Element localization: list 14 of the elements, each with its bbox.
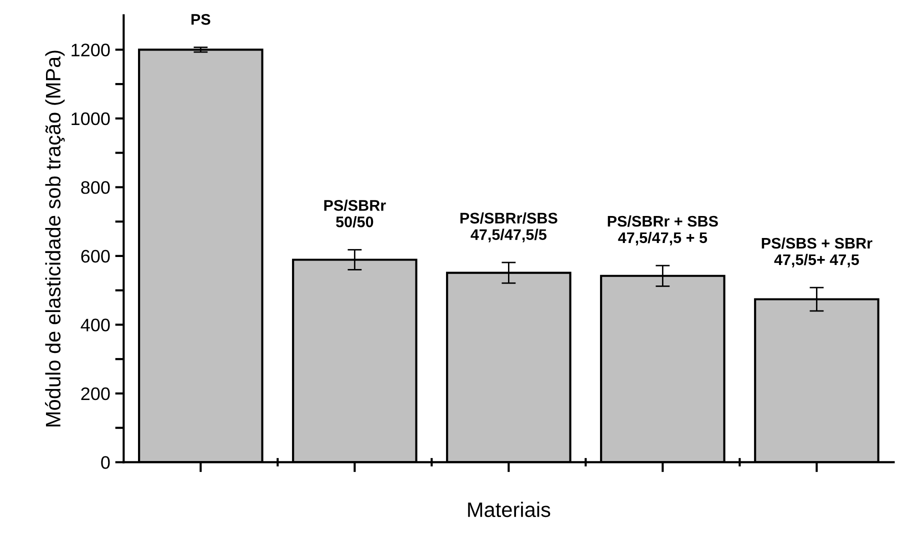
annotation: PS	[191, 14, 210, 25]
annotation: PS/SBS + SBRr 47,5/5+ 47,5	[762, 237, 872, 268]
y-tick-label: 200	[81, 387, 110, 400]
x-axis-title: Materiais	[468, 502, 550, 518]
y-tick-label: 1200	[72, 44, 110, 56]
y-axis-title: Módulo de elasticidade sob tração (MPa)	[44, 50, 65, 426]
annotation: PS/SBRr/SBS 47,5/47,5/5	[460, 212, 558, 242]
y-tick-label: 800	[81, 181, 110, 194]
y-tick-label: 1000	[72, 112, 110, 126]
annotation: PS/SBRr + SBS 47,5/47,5 + 5	[608, 215, 718, 246]
annotation: PS/SBRr 50/50	[324, 200, 386, 228]
y-tick-label: 0	[101, 456, 110, 469]
y-tick-label: 600	[81, 250, 110, 263]
y-tick-label: 400	[80, 318, 110, 332]
